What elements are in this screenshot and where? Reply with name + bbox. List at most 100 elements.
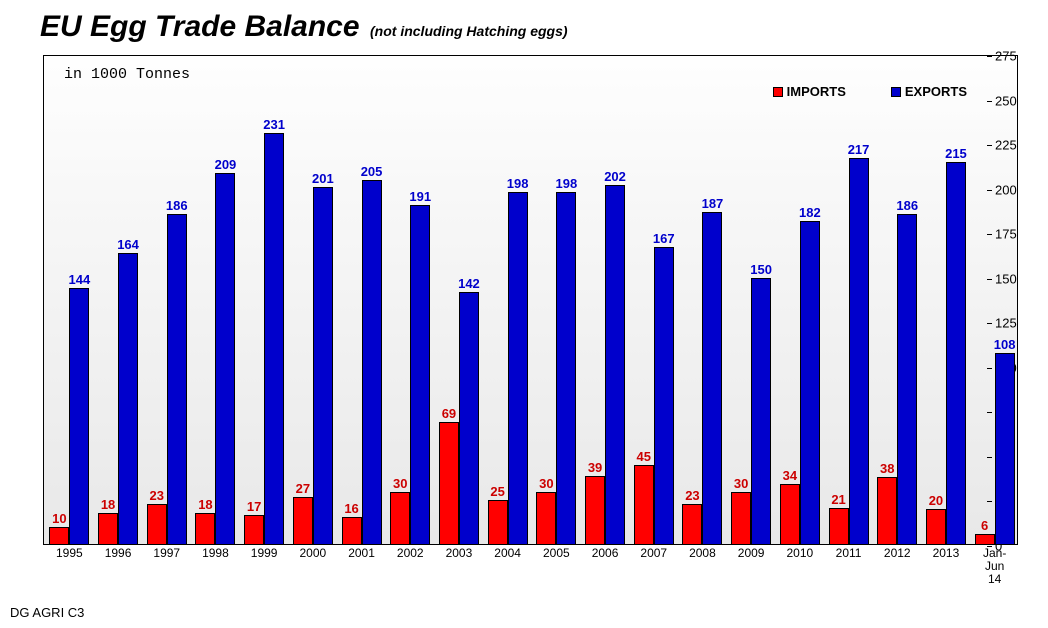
- bar-exports: 202: [605, 185, 625, 545]
- bar-exports: 217: [849, 158, 869, 545]
- x-axis-label: 2001: [348, 547, 375, 560]
- x-axis-label: 1996: [105, 547, 132, 560]
- bar-exports: 205: [362, 180, 382, 545]
- bar-imports: 27: [293, 497, 313, 545]
- x-axis-label: 1997: [153, 547, 180, 560]
- bar-exports: 231: [264, 133, 284, 545]
- bar-value-label: 34: [783, 468, 797, 483]
- bar-value-label: 27: [296, 481, 310, 496]
- bar-value-label: 20: [929, 493, 943, 508]
- x-axis-label: 2000: [299, 547, 326, 560]
- bar-exports: 187: [702, 212, 722, 545]
- bar-exports: 186: [167, 214, 187, 545]
- x-axis-label: 2008: [689, 547, 716, 560]
- x-axis-label: 2007: [640, 547, 667, 560]
- bar-value-label: 30: [734, 476, 748, 491]
- x-axis-label: 2013: [933, 547, 960, 560]
- bar-value-label: 18: [101, 497, 115, 512]
- bar-exports: 150: [751, 278, 771, 545]
- bar-imports: 23: [147, 504, 167, 545]
- bar-value-label: 186: [896, 198, 918, 213]
- bar-value-label: 23: [685, 488, 699, 503]
- x-axis-label: 2002: [397, 547, 424, 560]
- bar-value-label: 198: [507, 176, 529, 191]
- chart-title-area: EU Egg Trade Balance (not including Hatc…: [0, 0, 1048, 44]
- bar-exports: 191: [410, 205, 430, 545]
- bar-imports: 30: [731, 492, 751, 545]
- bar-imports: 17: [244, 515, 264, 545]
- bar-exports: 215: [946, 162, 966, 545]
- bar-imports: 30: [390, 492, 410, 545]
- bar-value-label: 187: [702, 196, 724, 211]
- bar-exports: 167: [654, 247, 674, 545]
- bar-value-label: 202: [604, 169, 626, 184]
- bar-value-label: 30: [539, 476, 553, 491]
- bar-value-label: 142: [458, 276, 480, 291]
- x-axis-label: 2005: [543, 547, 570, 560]
- bar-exports: 182: [800, 221, 820, 545]
- bar-value-label: 167: [653, 231, 675, 246]
- bar-imports: 45: [634, 465, 654, 545]
- bar-imports: 38: [877, 477, 897, 545]
- bar-exports: 144: [69, 288, 89, 545]
- x-axis-label: 2012: [884, 547, 911, 560]
- footer-source: DG AGRI C3: [10, 605, 84, 620]
- chart-subtitle: (not including Hatching eggs): [370, 23, 568, 39]
- bar-imports: 69: [439, 422, 459, 545]
- bar-value-label: 25: [490, 484, 504, 499]
- bar-value-label: 38: [880, 461, 894, 476]
- x-axis-label: Jan- Jun 14: [983, 547, 1006, 587]
- bar-imports: 21: [829, 508, 849, 545]
- bar-value-label: 17: [247, 499, 261, 514]
- x-axis: 1995199619971998199920002001200220032004…: [43, 545, 1018, 565]
- bar-value-label: 39: [588, 460, 602, 475]
- bar-exports: 164: [118, 253, 138, 545]
- bar-value-label: 150: [750, 262, 772, 277]
- x-axis-label: 2010: [786, 547, 813, 560]
- bars-area: 1014418164231861820917231272011620530191…: [43, 55, 1018, 545]
- bar-exports: 209: [215, 173, 235, 545]
- bar-imports: 39: [585, 476, 605, 545]
- bar-value-label: 10: [52, 511, 66, 526]
- bar-value-label: 182: [799, 205, 821, 220]
- bar-imports: 25: [488, 500, 508, 545]
- bar-imports: 30: [536, 492, 556, 545]
- chart-container: in 1000 Tonnes IMPORTS EXPORTS 025507510…: [43, 55, 1018, 565]
- bar-value-label: 144: [68, 272, 90, 287]
- x-axis-label: 2009: [738, 547, 765, 560]
- bar-imports: 6: [975, 534, 995, 545]
- bar-value-label: 6: [981, 518, 988, 533]
- bar-exports: 201: [313, 187, 333, 545]
- bar-value-label: 164: [117, 237, 139, 252]
- bar-imports: 18: [98, 513, 118, 545]
- x-axis-label: 1998: [202, 547, 229, 560]
- bar-exports: 198: [556, 192, 576, 545]
- bar-value-label: 18: [198, 497, 212, 512]
- bar-imports: 16: [342, 517, 362, 546]
- bar-imports: 10: [49, 527, 69, 545]
- bar-value-label: 23: [150, 488, 164, 503]
- bar-value-label: 69: [442, 406, 456, 421]
- bar-imports: 20: [926, 509, 946, 545]
- x-axis-label: 2004: [494, 547, 521, 560]
- bar-value-label: 198: [555, 176, 577, 191]
- bar-value-label: 30: [393, 476, 407, 491]
- chart-main-title: EU Egg Trade Balance: [40, 10, 360, 43]
- x-axis-label: 2003: [446, 547, 473, 560]
- bar-exports: 186: [897, 214, 917, 545]
- x-axis-label: 1995: [56, 547, 83, 560]
- bar-exports: 108: [995, 353, 1015, 545]
- bar-exports: 142: [459, 292, 479, 545]
- bar-exports: 198: [508, 192, 528, 545]
- bar-value-label: 217: [848, 142, 870, 157]
- bar-value-label: 205: [361, 164, 383, 179]
- bar-value-label: 21: [831, 492, 845, 507]
- x-axis-label: 2006: [592, 547, 619, 560]
- bar-value-label: 16: [344, 501, 358, 516]
- bar-value-label: 191: [409, 189, 431, 204]
- bar-value-label: 209: [215, 157, 237, 172]
- bar-value-label: 108: [994, 337, 1016, 352]
- bar-imports: 34: [780, 484, 800, 545]
- bar-value-label: 186: [166, 198, 188, 213]
- bar-value-label: 201: [312, 171, 334, 186]
